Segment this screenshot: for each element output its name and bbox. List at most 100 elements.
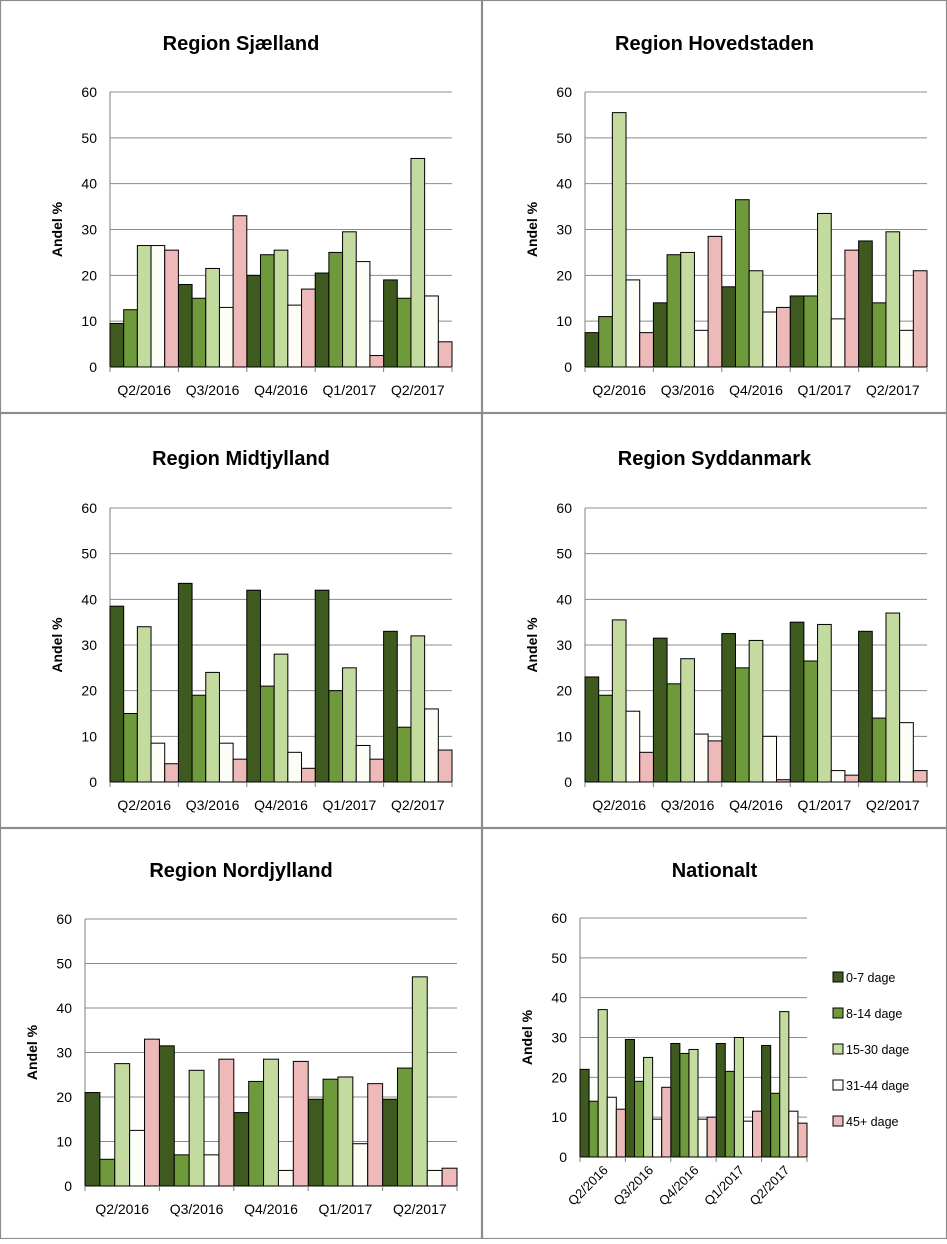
bar bbox=[205, 671, 220, 783]
bar bbox=[762, 311, 778, 368]
bar bbox=[367, 1083, 384, 1187]
bar bbox=[342, 231, 357, 368]
bar bbox=[328, 690, 344, 783]
x-tick-label: Q4/2016 bbox=[254, 797, 308, 813]
chart-svg: Region Sjælland 0 10 20 30 40 50 60 Andel % Q2/20… bbox=[0, 0, 483, 414]
x-tick-label: Q1/2017 bbox=[319, 1201, 373, 1217]
bar bbox=[643, 1056, 654, 1158]
bar bbox=[734, 667, 750, 783]
bar bbox=[177, 582, 193, 783]
y-tick-label: 10 bbox=[556, 728, 572, 744]
bar bbox=[639, 751, 654, 783]
bar bbox=[205, 267, 220, 368]
y-axis-label: Andel % bbox=[24, 1024, 40, 1080]
bar bbox=[912, 270, 928, 368]
bar bbox=[770, 1092, 781, 1158]
x-tick-label: Q2/2016 bbox=[592, 382, 646, 398]
bar bbox=[301, 288, 316, 368]
y-tick-label: 0 bbox=[89, 359, 97, 375]
bar bbox=[218, 742, 234, 783]
legend-swatch bbox=[832, 1079, 844, 1091]
bar bbox=[624, 1038, 635, 1158]
bar bbox=[314, 589, 330, 783]
bar bbox=[218, 1058, 235, 1187]
y-tick-label: 40 bbox=[56, 1000, 72, 1016]
bar bbox=[680, 658, 695, 783]
legend-label: 45+ dage bbox=[846, 1115, 899, 1129]
bar bbox=[246, 589, 261, 783]
bar bbox=[830, 770, 846, 783]
bar bbox=[164, 249, 179, 368]
bar bbox=[885, 612, 901, 783]
chart-svg: Region Hovedstaden 0 10 20 30 40 50 60 Andel % Q2… bbox=[481, 0, 947, 414]
chart-panel: Nationalt 0 10 20 30 40 50 60 Andel % Q2/2016 Q3/2… bbox=[481, 827, 947, 1240]
bar bbox=[697, 1118, 708, 1158]
bar bbox=[611, 619, 627, 783]
bar bbox=[158, 1045, 175, 1187]
bar bbox=[779, 1011, 790, 1158]
y-tick-label: 20 bbox=[551, 1069, 567, 1085]
bar bbox=[611, 112, 627, 368]
bar bbox=[352, 1143, 369, 1187]
x-tick-label: Q1/2017 bbox=[323, 797, 377, 813]
x-tick-label: Q2/2017 bbox=[866, 797, 920, 813]
y-tick-label: 40 bbox=[556, 176, 572, 192]
bar bbox=[748, 639, 764, 783]
chart-panel: Region Hovedstaden 0 10 20 30 40 50 60 Andel % Q2… bbox=[481, 0, 947, 414]
chart-title: Region Midtjylland bbox=[152, 448, 330, 470]
y-axis-label: Andel % bbox=[524, 201, 540, 257]
bar bbox=[707, 740, 723, 783]
bar bbox=[721, 286, 736, 368]
y-tick-label: 40 bbox=[81, 591, 97, 607]
y-tick-label: 60 bbox=[81, 84, 97, 100]
bar bbox=[426, 1169, 443, 1187]
bar bbox=[597, 1009, 608, 1158]
y-axis-label: Andel % bbox=[49, 617, 65, 673]
x-tick-label: Q3/2016 bbox=[186, 797, 240, 813]
bar bbox=[899, 722, 914, 783]
x-tick-label: Q3/2016 bbox=[661, 382, 715, 398]
y-tick-label: 40 bbox=[551, 990, 567, 1006]
y-tick-label: 50 bbox=[56, 956, 72, 972]
bar bbox=[191, 694, 207, 783]
bar bbox=[899, 329, 914, 368]
y-tick-label: 0 bbox=[559, 1149, 567, 1165]
x-tick-label: Q4/2016 bbox=[254, 382, 308, 398]
bar bbox=[287, 304, 303, 368]
bar bbox=[803, 660, 819, 783]
chart-title: Region Sjælland bbox=[163, 33, 320, 55]
y-tick-label: 10 bbox=[81, 313, 97, 329]
x-tick-label: Q2/2016 bbox=[117, 382, 171, 398]
y-tick-label: 10 bbox=[551, 1109, 567, 1125]
bar bbox=[912, 770, 928, 783]
bar bbox=[724, 1070, 735, 1158]
bar bbox=[437, 749, 453, 783]
bar bbox=[99, 1158, 116, 1187]
bar bbox=[263, 1058, 279, 1187]
chart-title: Nationalt bbox=[672, 860, 758, 882]
bar bbox=[232, 215, 248, 368]
x-tick-label: Q2/2016 bbox=[592, 797, 646, 813]
x-tick-label: Q3/2016 bbox=[661, 797, 715, 813]
bar bbox=[588, 1100, 599, 1158]
bar bbox=[666, 254, 682, 368]
x-tick-label: Q1/2017 bbox=[323, 382, 377, 398]
bar bbox=[396, 297, 412, 368]
bar bbox=[136, 626, 152, 783]
y-axis-label: Andel % bbox=[49, 201, 65, 257]
bar bbox=[688, 1048, 699, 1158]
y-tick-label: 60 bbox=[56, 911, 72, 927]
y-tick-label: 20 bbox=[556, 267, 572, 283]
bar bbox=[109, 322, 125, 368]
bar bbox=[273, 249, 289, 368]
y-tick-label: 60 bbox=[81, 500, 97, 516]
bar bbox=[652, 302, 668, 368]
panel-border bbox=[481, 827, 947, 1240]
legend-label: 31-44 dage bbox=[846, 1079, 909, 1093]
bar bbox=[441, 1167, 458, 1187]
bar bbox=[177, 284, 193, 368]
bar bbox=[277, 1169, 294, 1187]
x-tick-label: Q3/2016 bbox=[170, 1201, 224, 1217]
y-tick-label: 60 bbox=[556, 500, 572, 516]
